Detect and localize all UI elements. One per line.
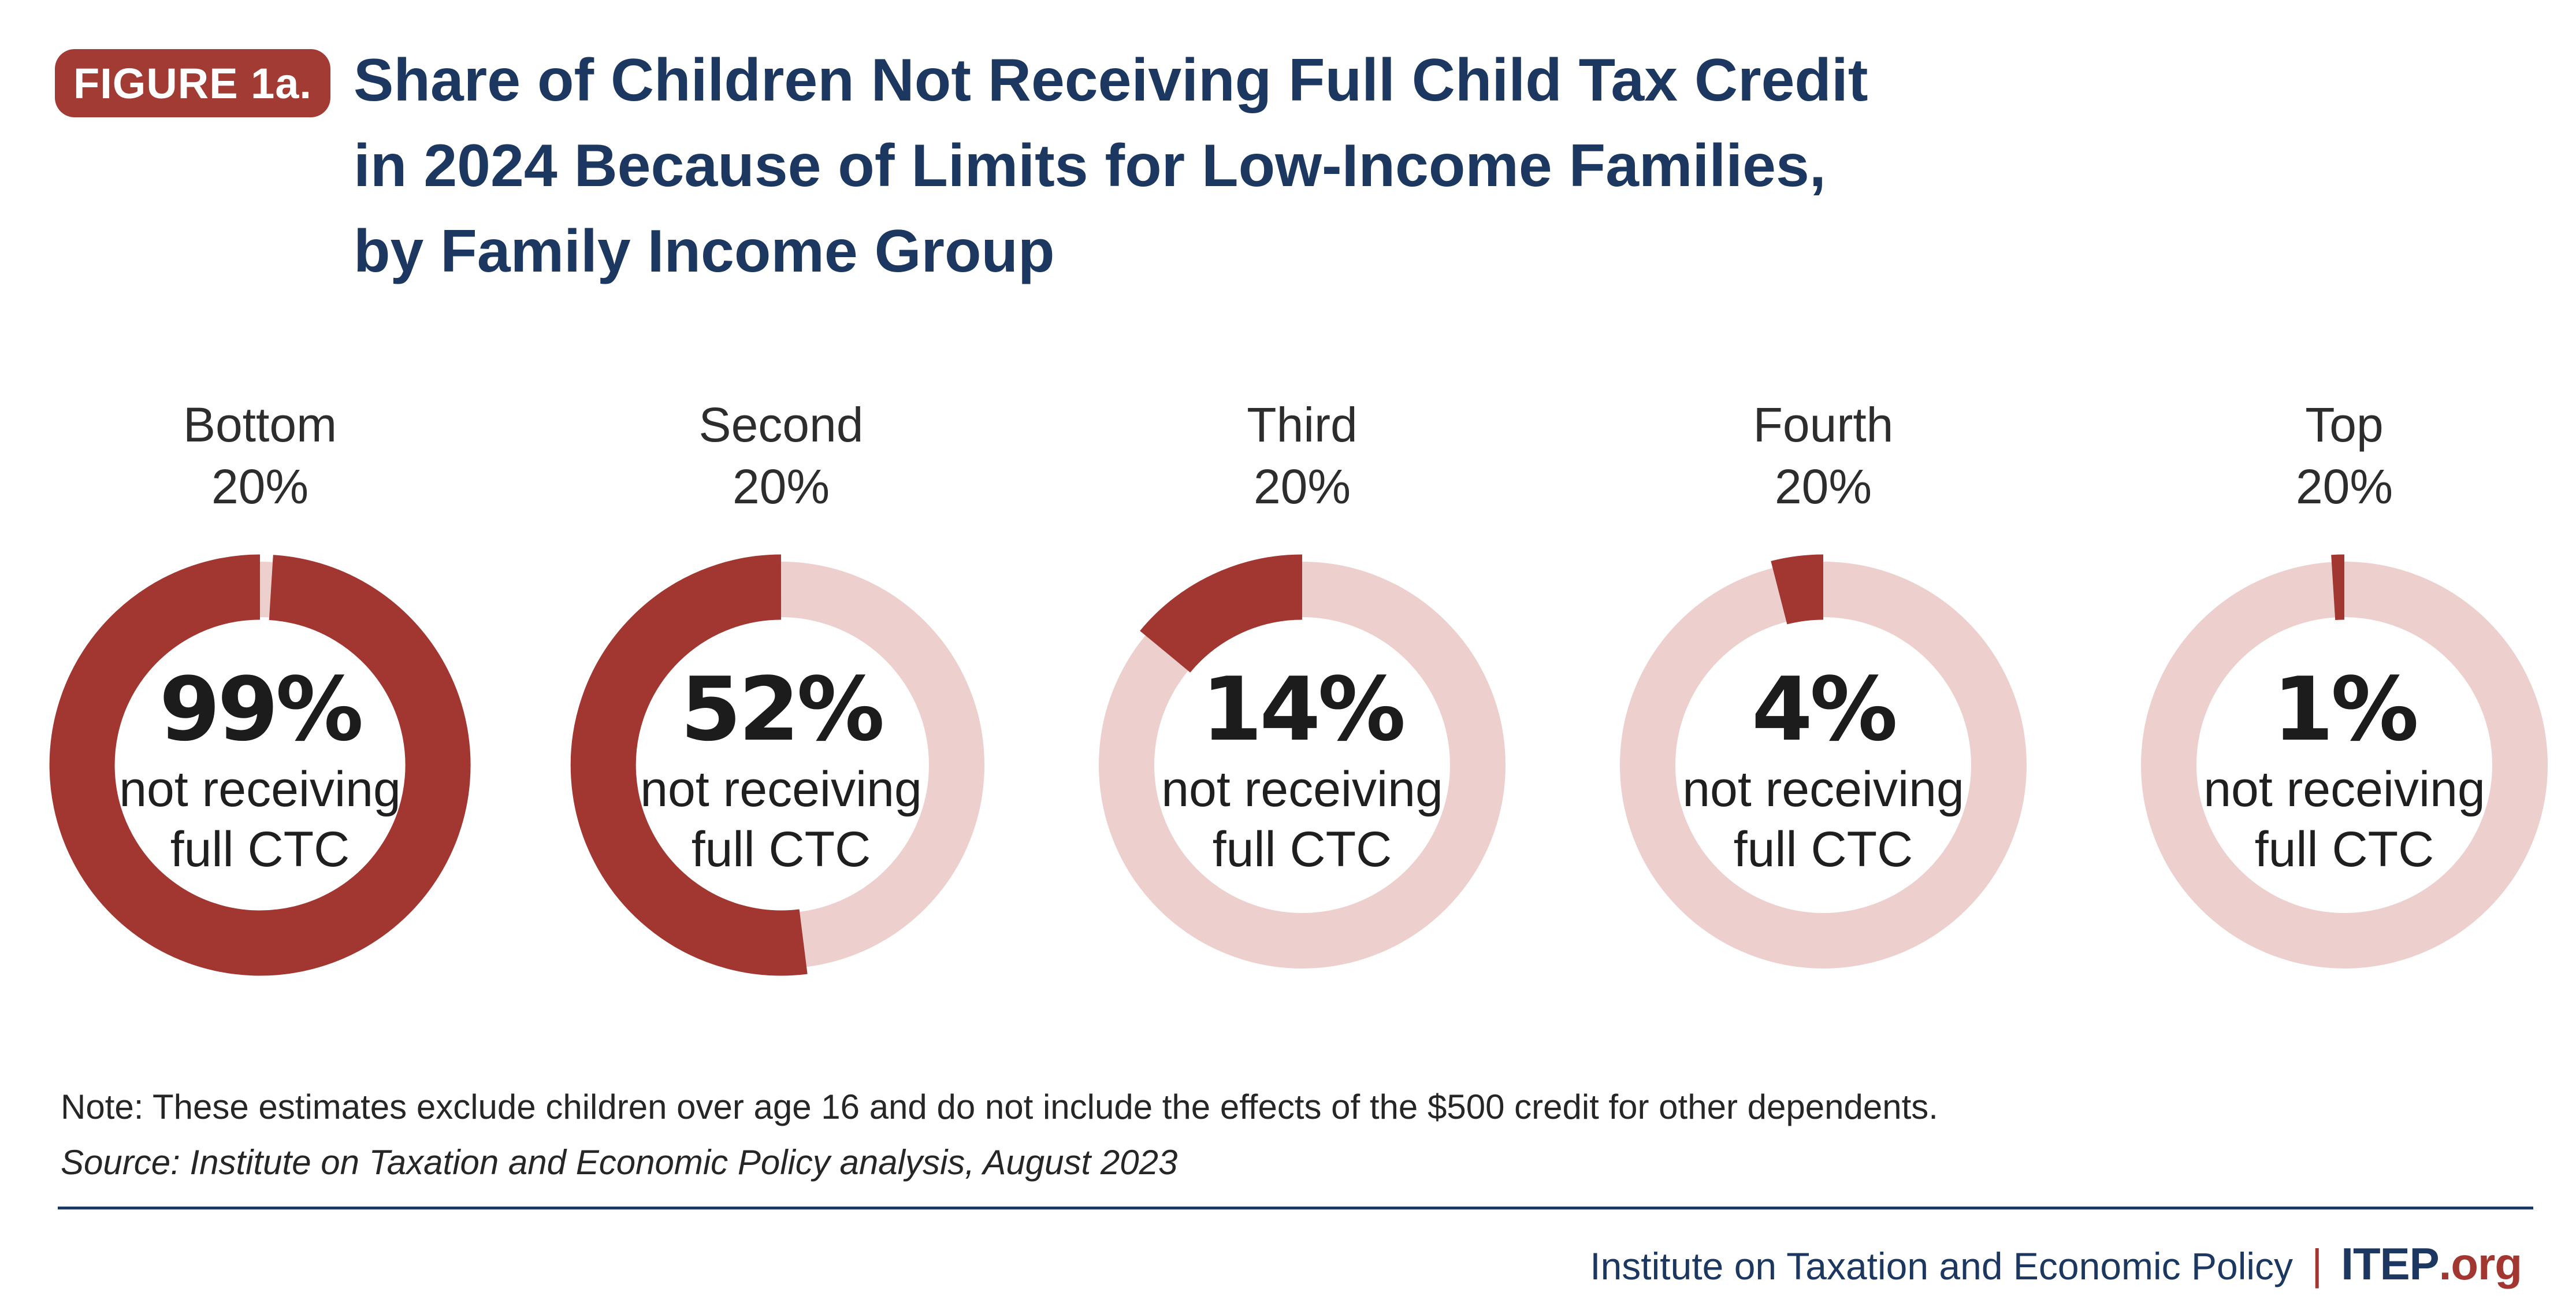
donut-chart: 1% not receiving full CTC xyxy=(2119,540,2570,990)
quintile-label-line: Third xyxy=(1247,398,1358,452)
footer-divider xyxy=(58,1207,2533,1209)
page-title: Share of Children Not Receiving Full Chi… xyxy=(354,38,1868,294)
quintile-label: Second 20% xyxy=(556,394,1006,518)
source-text: Source: Institute on Taxation and Econom… xyxy=(61,1143,1178,1182)
quintile-column-2: Second 20% 52% not receiving full CTC xyxy=(556,394,1006,990)
quintile-label-line: Fourth xyxy=(1753,398,1894,452)
quintile-label-line: 20% xyxy=(211,459,309,514)
donut-svg xyxy=(1099,554,1506,968)
donut-svg xyxy=(2141,554,2548,968)
quintile-label-line: 20% xyxy=(1253,459,1351,514)
quintile-label: Top 20% xyxy=(2119,394,2570,518)
title-line-1: Share of Children Not Receiving Full Chi… xyxy=(354,47,1868,114)
quintile-column-4: Fourth 20% 4% not receiving full CTC xyxy=(1598,394,2049,990)
quintile-label: Third 20% xyxy=(1077,394,1527,518)
quintile-label-line: Top xyxy=(2305,398,2384,452)
footer-separator: | xyxy=(2311,1241,2323,1289)
donut-filled-arc xyxy=(2331,554,2345,621)
donut-filled-arc xyxy=(570,554,808,976)
quintile-label: Fourth 20% xyxy=(1598,394,2049,518)
quintile-label-line: Second xyxy=(698,398,864,452)
donut-filled-arc xyxy=(1140,554,1303,673)
footer-site-name: ITEP xyxy=(2341,1238,2439,1289)
quintile-label-line: 20% xyxy=(1774,459,1872,514)
figure-badge: FIGURE 1a. xyxy=(55,49,330,117)
donut-svg xyxy=(570,554,984,976)
header: FIGURE 1a. Share of Children Not Receivi… xyxy=(55,47,1868,294)
donut-chart: 14% not receiving full CTC xyxy=(1077,540,1527,990)
donut-remainder-ring xyxy=(1620,562,2027,968)
donut-chart: 99% not receiving full CTC xyxy=(35,540,485,990)
donut-remainder-ring xyxy=(2141,562,2548,968)
quintile-label-line: 20% xyxy=(2295,459,2393,514)
donut-svg xyxy=(1620,554,2027,968)
quintile-label-line: 20% xyxy=(732,459,830,514)
quintile-column-1: Bottom 20% 99% not receiving full CTC xyxy=(35,394,485,990)
title-line-2: in 2024 Because of Limits for Low-Income… xyxy=(354,132,1826,199)
donut-chart: 4% not receiving full CTC xyxy=(1598,540,2049,990)
quintile-column-5: Top 20% 1% not receiving full CTC xyxy=(2119,394,2570,990)
donut-svg xyxy=(49,554,471,976)
note-text: Note: These estimates exclude children o… xyxy=(61,1088,1938,1126)
donut-filled-arc xyxy=(49,554,471,976)
title-line-3: by Family Income Group xyxy=(354,218,1055,285)
quintile-label-line: Bottom xyxy=(183,398,337,452)
quintile-label: Bottom 20% xyxy=(35,394,485,518)
footer-site-suffix: .org xyxy=(2439,1238,2522,1289)
donut-chart: 52% not receiving full CTC xyxy=(556,540,1006,990)
quintile-column-3: Third 20% 14% not receiving full CTC xyxy=(1077,394,1527,990)
footer-organization: Institute on Taxation and Economic Polic… xyxy=(1590,1245,2294,1287)
footer: Institute on Taxation and Economic Polic… xyxy=(1590,1238,2522,1290)
donut-filled-arc xyxy=(1771,554,1824,625)
